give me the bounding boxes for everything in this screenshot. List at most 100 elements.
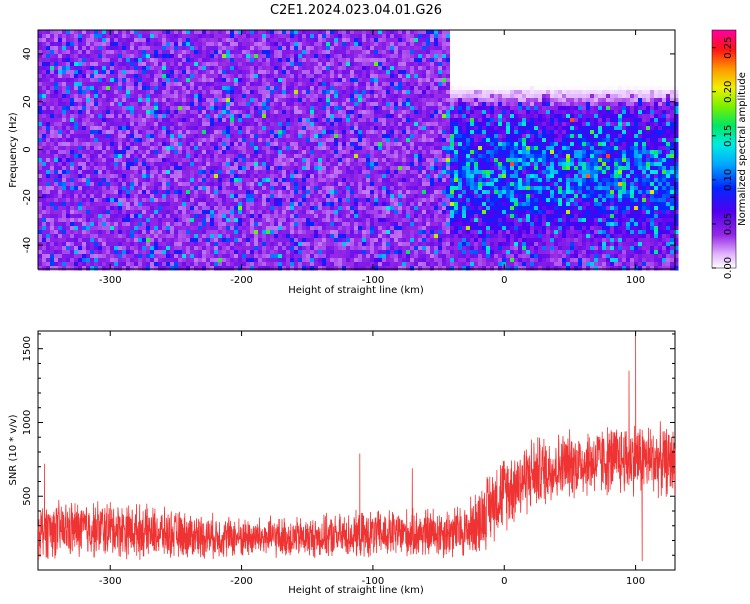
heatmap-cell [350,126,355,131]
heatmap-cell [118,266,123,271]
heatmap-cell [322,130,327,135]
heatmap-cell [38,198,43,203]
heatmap-cell [94,182,99,187]
heatmap-cell [86,242,91,247]
heatmap-cell [138,138,143,143]
heatmap-cell [90,70,95,75]
heatmap-cell [110,98,115,103]
heatmap-cell [166,194,171,199]
heatmap-cell [142,206,147,211]
heatmap-cell [298,170,303,175]
heatmap-cell [146,54,151,59]
heatmap-cell [138,86,143,91]
heatmap-cell [58,146,63,151]
heatmap-cell [266,206,271,211]
heatmap-cell [302,194,307,199]
heatmap-cell [90,82,95,87]
heatmap-cell [194,198,199,203]
heatmap-cell [294,138,299,143]
heatmap-cell [138,166,143,171]
heatmap-cell [214,102,219,107]
heatmap-cell [330,246,335,251]
heatmap-cell [282,146,287,151]
heatmap-cell [82,138,87,143]
heatmap-cell [246,94,251,99]
heatmap-cell [234,102,239,107]
heatmap-cell [346,78,351,83]
heatmap-cell [254,242,259,247]
heatmap-cell [106,42,111,47]
heatmap-cell [186,74,191,79]
heatmap-cell [202,226,207,231]
heatmap-cell [174,54,179,59]
heatmap-cell [342,70,347,75]
heatmap-cell [274,138,279,143]
heatmap-cell [82,70,87,75]
heatmap-cell [358,234,363,239]
heatmap-cell [326,150,331,155]
heatmap-cell [62,146,67,151]
heatmap-cell [74,158,79,163]
heatmap-cell [286,266,291,271]
heatmap-cell [146,162,151,167]
heatmap-cell [358,238,363,243]
heatmap-cell [206,82,211,87]
heatmap-cell [50,226,55,231]
heatmap-cell [122,66,127,71]
heatmap-cell [250,158,255,163]
heatmap-cell [98,170,103,175]
heatmap-cell [66,230,71,235]
heatmap-cell [246,42,251,47]
heatmap-cell [62,162,67,167]
heatmap-cell [226,86,231,91]
heatmap-cell [142,198,147,203]
heatmap-cell [206,202,211,207]
heatmap-cell [282,150,287,155]
heatmap-cell [54,134,59,139]
heatmap-cell [350,54,355,59]
heatmap-cell [70,146,75,151]
heatmap-cell [54,98,59,103]
heatmap-cell [350,190,355,195]
heatmap-cell [210,46,215,51]
heatmap-cell [310,266,315,271]
heatmap-cell [322,102,327,107]
heatmap-cell [66,70,71,75]
heatmap-cell [218,198,223,203]
heatmap-cell [134,62,139,67]
heatmap-cell [54,34,59,39]
heatmap-cell [86,166,91,171]
heatmap-cell [342,134,347,139]
heatmap-cell [150,170,155,175]
heatmap-cell [314,114,319,119]
heatmap-cell [310,110,315,115]
heatmap-cell [346,106,351,111]
heatmap-cell [330,114,335,119]
heatmap-cell [274,158,279,163]
heatmap-cell [150,54,155,59]
heatmap-cell [98,174,103,179]
heatmap-cell [302,250,307,255]
heatmap-cell [46,210,51,215]
heatmap-cell [322,258,327,263]
heatmap-cell [74,154,79,159]
heatmap-cell [138,54,143,59]
heatmap-cell [38,202,43,207]
heatmap-cell [154,62,159,67]
heatmap-cell [162,90,167,95]
heatmap-cell [54,202,59,207]
heatmap-cell [334,38,339,43]
heatmap-cell [98,214,103,219]
heatmap-cell [142,174,147,179]
heatmap-cell [286,118,291,123]
heatmap-cell [210,118,215,123]
heatmap-cell [350,134,355,139]
heatmap-cell [222,218,227,223]
heatmap-cell [178,142,183,147]
heatmap-cell [290,174,295,179]
heatmap-cell [190,30,195,35]
heatmap-cell [118,154,123,159]
heatmap-cell [70,138,75,143]
heatmap-cell [210,266,215,271]
heatmap-cell [94,138,99,143]
